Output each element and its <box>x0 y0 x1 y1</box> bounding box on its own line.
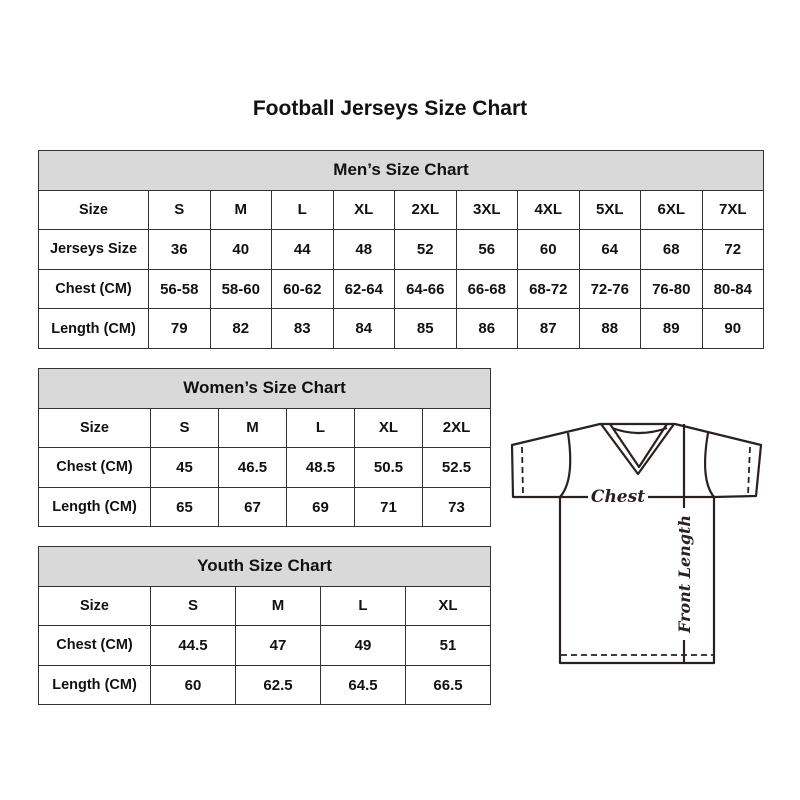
table-cell: 2XL <box>422 407 491 449</box>
row-label: Chest (CM) <box>38 447 151 488</box>
row-label: Jerseys Size <box>38 229 149 270</box>
table-cell: 5XL <box>578 189 641 231</box>
right-sleeve-stitch <box>747 446 751 496</box>
youth-size-table: Youth Size Chart Size S M L XL Chest (CM) 44.5 4… <box>38 546 491 706</box>
chest-label: Chest <box>591 487 645 507</box>
table-cell: 48.5 <box>286 447 355 488</box>
table-row: Length (CM) 65 67 69 71 73 <box>38 486 491 528</box>
table-cell: 82 <box>209 308 272 349</box>
table-cell: 45 <box>150 447 219 488</box>
table-cell: XL <box>405 585 491 627</box>
table-cell: 67 <box>218 486 287 528</box>
table-cell: 69 <box>286 486 355 528</box>
table-cell: L <box>320 585 406 627</box>
table-cell: 76-80 <box>640 268 703 310</box>
table-cell: 51 <box>405 625 491 666</box>
table-row: Chest (CM) 45 46.5 48.5 50.5 52.5 <box>38 447 491 488</box>
table-cell: 7XL <box>701 189 764 231</box>
table-cell: 71 <box>354 486 423 528</box>
table-cell: 72-76 <box>578 268 641 310</box>
row-label: Length (CM) <box>38 486 151 528</box>
table-row: Length (CM) 79 82 83 84 85 86 87 88 89 90 <box>38 308 764 349</box>
table-cell: XL <box>354 407 423 449</box>
table-cell: 80-84 <box>701 268 764 310</box>
table-cell: 66-68 <box>455 268 518 310</box>
men-table-caption: Men’s Size Chart <box>38 150 764 191</box>
left-sleeve-stitch <box>521 446 524 496</box>
collar-inner <box>609 423 668 469</box>
table-cell: L <box>286 407 355 449</box>
table-cell: 68 <box>640 229 703 270</box>
collar-outer <box>600 423 675 476</box>
table-cell: 79 <box>148 308 211 349</box>
table-cell: 64.5 <box>320 664 406 706</box>
table-cell: 50.5 <box>354 447 423 488</box>
row-label: Length (CM) <box>38 308 149 349</box>
table-cell: 47 <box>235 625 321 666</box>
table-row: Jerseys Size 36 40 44 48 52 56 60 64 68 72 <box>38 229 764 270</box>
table-cell: 84 <box>332 308 395 349</box>
table-cell: 56-58 <box>148 268 211 310</box>
page-title: Football Jerseys Size Chart <box>252 97 528 120</box>
table-row: Length (CM) 60 62.5 64.5 66.5 <box>38 664 491 706</box>
table-cell: 65 <box>150 486 219 528</box>
table-cell: XL <box>332 189 395 231</box>
table-cell: 36 <box>148 229 211 270</box>
table-cell: 60 <box>150 664 236 706</box>
table-cell: 60-62 <box>271 268 334 310</box>
table-cell: 90 <box>701 308 764 349</box>
table-cell: 52.5 <box>422 447 491 488</box>
table-cell: 44 <box>271 229 334 270</box>
table-cell: 40 <box>209 229 272 270</box>
table-cell: M <box>235 585 321 627</box>
table-cell: 85 <box>394 308 457 349</box>
row-label: Chest (CM) <box>38 625 151 666</box>
table-row: Size S M L XL 2XL 3XL 4XL 5XL 6XL 7XL <box>38 189 764 231</box>
table-cell: 48 <box>332 229 395 270</box>
right-armhole <box>704 432 715 498</box>
table-cell: 87 <box>517 308 580 349</box>
jersey-outline <box>510 422 763 665</box>
table-cell: 62-64 <box>332 268 395 310</box>
row-label: Size <box>38 407 151 449</box>
table-row: Chest (CM) 44.5 47 49 51 <box>38 625 491 666</box>
table-row: Size S M L XL 2XL <box>38 407 491 449</box>
women-table-caption: Women’s Size Chart <box>38 368 491 409</box>
left-armhole <box>559 432 572 498</box>
youth-table-caption: Youth Size Chart <box>38 546 491 587</box>
table-cell: 60 <box>517 229 580 270</box>
table-cell: 44.5 <box>150 625 236 666</box>
table-cell: M <box>218 407 287 449</box>
table-cell: L <box>271 189 334 231</box>
front-length-label: Front Length <box>675 515 694 634</box>
table-cell: S <box>150 585 236 627</box>
table-cell: 88 <box>578 308 641 349</box>
table-row: Size S M L XL <box>38 585 491 627</box>
row-label: Size <box>38 585 151 627</box>
table-cell: 6XL <box>640 189 703 231</box>
table-cell: 49 <box>320 625 406 666</box>
table-cell: 68-72 <box>517 268 580 310</box>
mens-size-table: Men’s Size Chart Size S M L XL 2XL 3XL 4XL 5XL 6XL… <box>38 150 764 349</box>
table-cell: 86 <box>455 308 518 349</box>
row-label: Size <box>38 189 149 231</box>
table-cell: 62.5 <box>235 664 321 706</box>
table-cell: 66.5 <box>405 664 491 706</box>
table-cell: 73 <box>422 486 491 528</box>
womens-size-table: Women’s Size Chart Size S M L XL 2XL Chest (CM)… <box>38 368 491 528</box>
